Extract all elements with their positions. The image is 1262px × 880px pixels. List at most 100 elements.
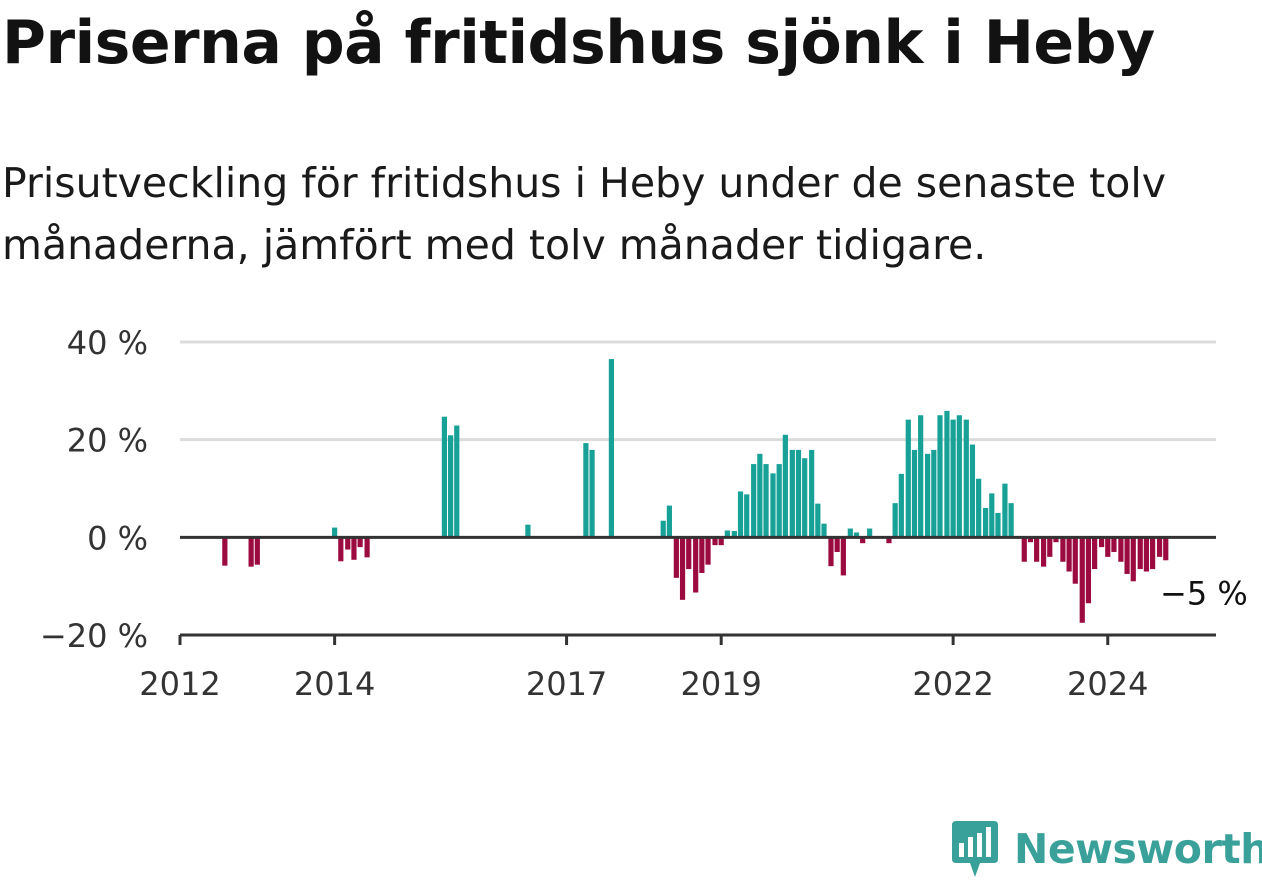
- bar: [815, 503, 821, 538]
- bar: [925, 453, 931, 538]
- bar: [1150, 537, 1156, 570]
- bar: [892, 503, 898, 538]
- bar: [1098, 537, 1105, 548]
- bar: [1053, 537, 1059, 543]
- bar: [963, 419, 969, 538]
- bar: [222, 537, 228, 566]
- x-tick-label: 2024: [1067, 665, 1148, 703]
- bar: [1060, 537, 1066, 562]
- bar: [673, 537, 679, 578]
- bar: [931, 449, 937, 538]
- bar: [448, 435, 454, 538]
- bar: [1079, 537, 1085, 623]
- bar: [1072, 537, 1078, 584]
- bar: [1143, 537, 1150, 572]
- x-tick-label: 2012: [139, 665, 220, 703]
- bar: [956, 415, 962, 538]
- bar: [589, 449, 595, 538]
- bar: [1156, 537, 1163, 557]
- bar: [454, 425, 460, 538]
- bar: [834, 537, 840, 552]
- bar: [867, 528, 873, 538]
- bar: [1137, 537, 1143, 570]
- bar: [1130, 537, 1136, 582]
- bar: [1163, 537, 1169, 561]
- bar: [989, 493, 995, 538]
- bar: [776, 464, 782, 538]
- bar: [248, 537, 254, 567]
- bar: [1034, 537, 1040, 562]
- bar: [1040, 537, 1047, 567]
- bar: [898, 473, 904, 538]
- bar: [731, 530, 737, 538]
- bar: [364, 537, 370, 558]
- bar: [441, 416, 448, 538]
- bar: [332, 527, 338, 538]
- bar: [983, 508, 989, 538]
- y-tick-label: 40 %: [67, 324, 148, 362]
- bar: [254, 537, 260, 565]
- last-value-annotation: −5 %: [1160, 574, 1248, 612]
- chart-subtitle: Prisutveckling för fritidshus i Heby und…: [2, 159, 1166, 269]
- bar: [1021, 537, 1027, 562]
- bar: [693, 537, 699, 593]
- bar: [744, 494, 750, 538]
- bar: [828, 537, 834, 567]
- bar: [699, 537, 705, 573]
- bar: [679, 537, 686, 600]
- brand-name: Newsworthy: [1014, 825, 1262, 873]
- bar: [718, 537, 724, 546]
- bar: [660, 520, 666, 538]
- bar: [1124, 537, 1130, 574]
- x-tick-label: 2019: [680, 665, 761, 703]
- bar: [937, 415, 943, 538]
- bar: [724, 530, 730, 538]
- bar: [969, 444, 976, 538]
- x-tick-label: 2022: [912, 665, 993, 703]
- bar: [751, 464, 757, 538]
- bar: [583, 443, 589, 538]
- bar: [686, 537, 692, 570]
- bar: [840, 537, 846, 576]
- bar: [853, 532, 860, 538]
- bar: [1047, 537, 1053, 557]
- bar: [944, 410, 950, 538]
- bar: [860, 537, 866, 544]
- bar: [886, 537, 892, 544]
- bar: [705, 537, 711, 565]
- bar: [712, 537, 718, 546]
- bar: [525, 524, 531, 538]
- bar: [357, 537, 363, 548]
- bar: [351, 537, 357, 560]
- x-axis-labels: 2012 2014 2017 2019 2022 2024: [139, 635, 1148, 703]
- newsworthy-logo-icon: [952, 821, 998, 877]
- bar: [770, 473, 776, 538]
- chart-title: Priserna på fritidshus sjönk i Heby: [2, 8, 1155, 78]
- x-tick-label: 2017: [526, 665, 607, 703]
- bar: [1027, 537, 1034, 543]
- bar: [802, 458, 808, 538]
- bar: [905, 419, 911, 538]
- bar: [1111, 537, 1117, 552]
- y-tick-label: 0 %: [87, 519, 148, 557]
- bar: [1002, 483, 1008, 538]
- bars: [222, 359, 1169, 623]
- bar: [1008, 503, 1014, 538]
- bar: [789, 449, 795, 538]
- bar: [821, 523, 827, 538]
- bar: [1092, 537, 1098, 570]
- bar: [666, 505, 672, 538]
- newsworthy-logo: Newsworthy: [950, 818, 1262, 880]
- bar: [995, 512, 1001, 538]
- bar: [782, 434, 788, 538]
- bar: [795, 449, 802, 538]
- y-axis-labels: 40 % 20 % 0 % −20 %: [40, 324, 148, 655]
- gridlines: [180, 340, 1216, 442]
- bar: [338, 537, 344, 562]
- bar: [737, 491, 744, 538]
- bar: [809, 449, 815, 538]
- bar: [847, 528, 853, 538]
- bar: [1085, 537, 1092, 604]
- bar: [911, 449, 918, 538]
- bar: [608, 359, 615, 538]
